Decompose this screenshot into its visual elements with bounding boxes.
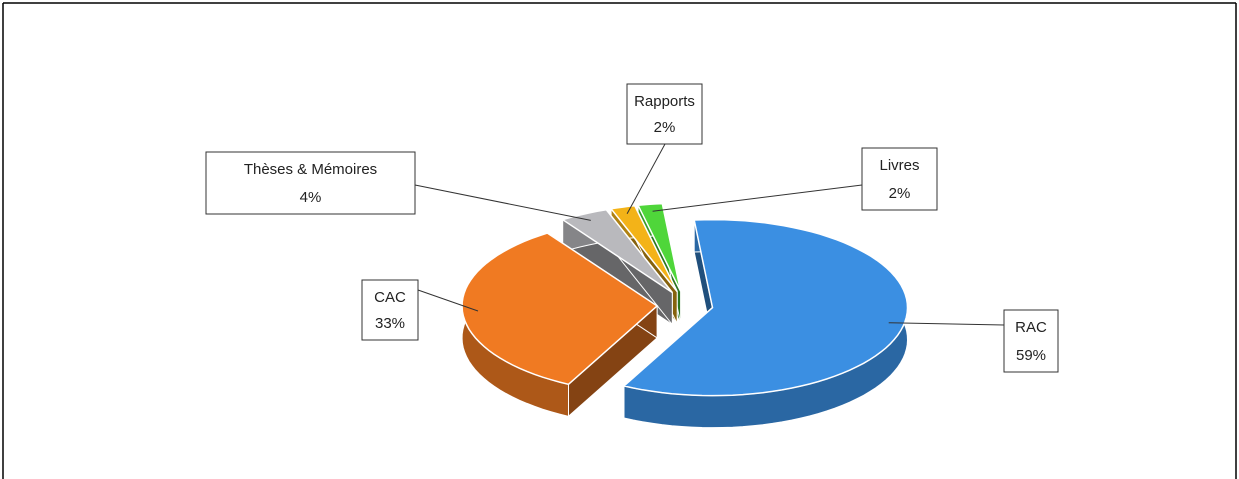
label-box xyxy=(361,279,419,341)
slice-label: Rapports xyxy=(634,93,695,110)
slice-label: CAC xyxy=(374,289,406,306)
pie-slice xyxy=(560,208,673,294)
slice-value-label: 2% xyxy=(654,119,676,136)
slice-label: RAC xyxy=(1015,319,1047,336)
slice-value-label: 59% xyxy=(1016,347,1046,364)
leader-line xyxy=(888,322,1005,326)
leader-line xyxy=(652,184,863,212)
pie-slice xyxy=(609,204,678,293)
slice-value-label: 33% xyxy=(375,315,405,332)
pie-slice xyxy=(636,202,682,292)
leader-line xyxy=(414,184,591,221)
label-box xyxy=(1003,309,1059,373)
leader-line xyxy=(417,289,479,312)
pie-slice xyxy=(461,232,659,386)
slice-value-label: 2% xyxy=(889,185,911,202)
slice-label: Livres xyxy=(879,157,919,174)
label-box xyxy=(626,83,703,145)
leader-line xyxy=(626,143,666,215)
label-box xyxy=(205,151,416,215)
pie-slice xyxy=(622,218,909,397)
label-box xyxy=(861,147,938,211)
slice-label: Thèses & Mémoires xyxy=(244,161,377,178)
slice-value-label: 4% xyxy=(300,189,322,206)
